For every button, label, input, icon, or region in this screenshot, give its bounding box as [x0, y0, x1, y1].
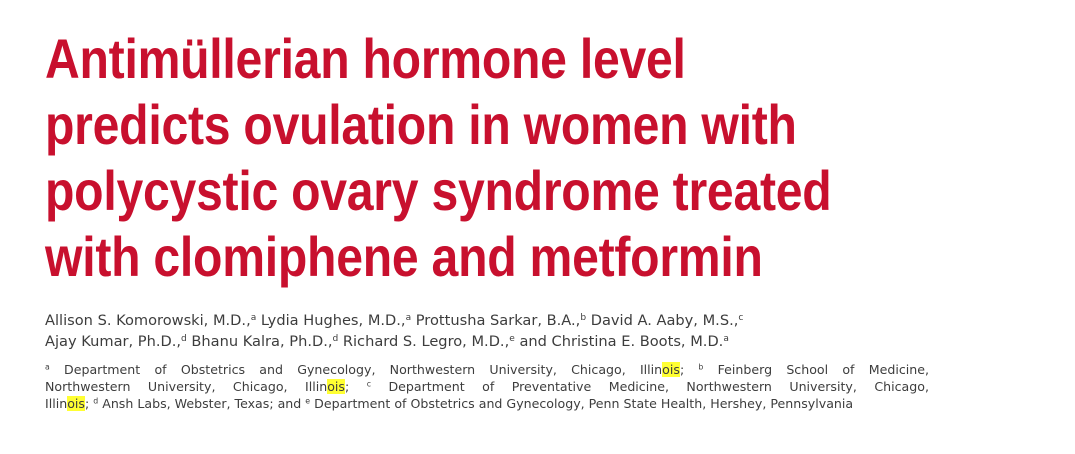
affiliation-mark: e	[305, 396, 311, 406]
affiliation-text: ;	[84, 396, 90, 411]
affiliation-mark: a	[45, 362, 50, 372]
affiliation-mark: b	[698, 362, 704, 372]
affiliation-text: ;	[344, 379, 350, 394]
affiliation-line-1: a Department of Obstetrics and Gynecolog…	[45, 361, 929, 378]
author-affiliation-mark: a	[250, 313, 257, 324]
author-list: Allison S. Komorowski, M.D.,a Lydia Hugh…	[45, 310, 743, 352]
title-line-1: Antimüllerian hormone level	[45, 27, 686, 90]
author-affiliation-mark: c	[738, 313, 744, 324]
title-line-2: predicts ovulation in women with	[45, 93, 797, 156]
author-name: Bhanu Kalra, Ph.D.,	[191, 333, 333, 350]
affiliation-text: Department of Obstetrics and Gynecology,…	[314, 396, 854, 411]
affiliation-mark: c	[366, 379, 371, 389]
affiliation-text: Department of Preventative Medicine, Nor…	[388, 379, 929, 394]
author-name: Ajay Kumar, Ph.D.,	[45, 333, 181, 350]
author-affiliation-mark: a	[405, 313, 412, 324]
highlighted-text: ois	[67, 396, 85, 411]
highlighted-text: ois	[327, 379, 345, 394]
affiliation-mark: d	[93, 396, 99, 406]
affiliation-text: Illin	[45, 396, 68, 411]
title-line-3: polycystic ovary syndrome treated	[45, 159, 832, 222]
affiliation-text: Ansh Labs, Webster, Texas; and	[102, 396, 302, 411]
affiliations: a Department of Obstetrics and Gynecolog…	[45, 361, 929, 412]
author-name: Richard S. Legro, M.D.,	[342, 333, 510, 350]
author-name: David A. Aaby, M.S.,	[590, 312, 739, 329]
affiliation-text: Feinberg School of Medicine,	[717, 362, 929, 377]
author-affiliation-mark: d	[332, 334, 339, 345]
author-name: Allison S. Komorowski, M.D.,	[45, 312, 251, 329]
author-affiliation-mark: d	[181, 334, 187, 345]
highlighted-text: ois	[662, 362, 680, 377]
author-name: Prottusha Sarkar, B.A.,	[415, 312, 581, 329]
article-title: Antimüllerian hormone level predicts ovu…	[45, 26, 832, 290]
author-name: and Christina E. Boots, M.D.	[519, 333, 724, 350]
affiliation-text: ;	[679, 362, 685, 377]
affiliation-line-3: Illinois; d Ansh Labs, Webster, Texas; a…	[45, 395, 929, 412]
author-name: Lydia Hughes, M.D.,	[260, 312, 406, 329]
affiliation-text: Northwestern University, Chicago, Illin	[45, 379, 328, 394]
title-line-4: with clomiphene and metformin	[45, 225, 763, 288]
affiliation-line-2: Northwestern University, Chicago, Illino…	[45, 378, 929, 395]
author-line-2: Ajay Kumar, Ph.D.,d Bhanu Kalra, Ph.D.,d…	[45, 331, 743, 352]
author-affiliation-mark: e	[509, 334, 515, 345]
affiliation-text: Department of Obstetrics and Gynecology,…	[64, 362, 663, 377]
author-line-1: Allison S. Komorowski, M.D.,a Lydia Hugh…	[45, 310, 743, 331]
author-affiliation-mark: b	[580, 313, 587, 324]
author-affiliation-mark: a	[723, 334, 729, 345]
